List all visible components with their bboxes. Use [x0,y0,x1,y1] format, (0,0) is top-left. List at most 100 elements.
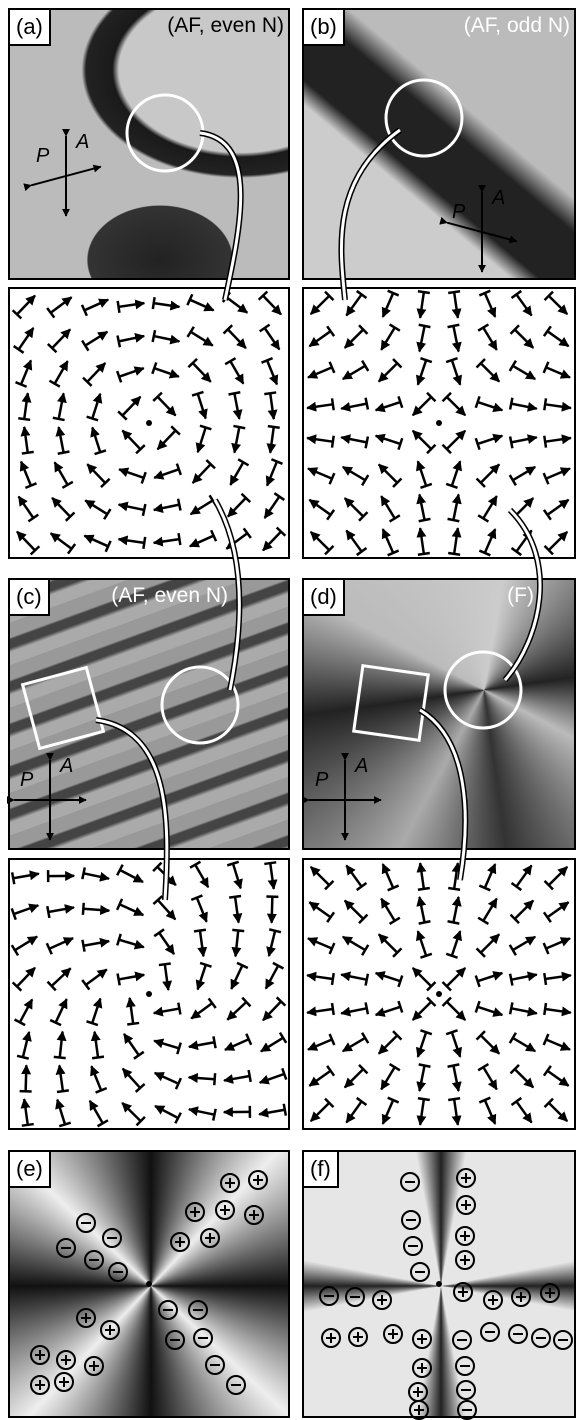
director-arrow [515,901,533,919]
director-arrow [198,427,206,452]
analyzer-label: A [354,755,368,777]
director-arrow [59,1065,63,1091]
director-arrow [309,500,330,515]
director-arrow [259,1110,285,1115]
director-bar [22,1124,34,1126]
director-arrow [453,897,458,922]
center-dot [436,991,442,997]
director-bar [448,921,460,923]
director-bar [178,1003,180,1015]
director-bar [54,1057,66,1058]
director-bar [544,973,546,985]
director-arrow [343,366,365,379]
director-bar [153,330,155,342]
director-arrow [189,1042,215,1047]
director-bar [544,1003,546,1015]
director-bar [357,548,367,555]
director-arrow [57,1100,65,1125]
director-bar [510,1002,512,1014]
director-bar [512,1098,522,1105]
director-arrow [307,1009,333,1013]
director-arrow [454,1099,458,1125]
director-arrow [231,965,242,989]
director-bar [448,291,460,293]
highlight-circle [445,652,521,728]
director-arrow [122,430,140,449]
overlay: PAPAPAPA [0,0,576,1420]
director-arrow [83,941,109,946]
director-bar [512,291,522,298]
director-bar [510,437,512,449]
director-bar [512,548,522,555]
figure: (a) (AF, even N) (b) (AF, odd N) (c) (AF… [0,0,576,1420]
director-bar [59,1123,70,1127]
director-arrow [119,469,144,478]
director-bar [22,452,34,454]
director-arrow [21,360,31,384]
director-bar [512,883,522,890]
director-arrow [481,1035,499,1053]
director-arrow [376,1007,401,1015]
director-arrow [269,931,275,956]
director-arrow [511,975,537,980]
director-arrow [515,330,533,348]
director-arrow [48,907,74,912]
director-arrow [85,332,107,346]
director-arrow [309,331,330,346]
director-arrow [26,1065,27,1091]
director-bar [357,883,367,890]
director-bar [268,426,280,428]
director-bar [544,1066,551,1076]
director-arrow [452,1032,460,1057]
director-arrow [84,873,109,878]
director-arrow [155,1073,179,1084]
director-bar [194,930,206,932]
director-arrow [511,404,537,409]
director-arrow [191,500,213,514]
director-arrow [307,438,333,442]
director-arrow [549,296,567,314]
director-arrow [483,899,496,921]
director-arrow [159,933,174,954]
director-arrow [55,462,68,485]
director-arrow [52,968,71,986]
director-bar [418,1098,430,1100]
director-bar [418,888,430,890]
director-arrow [233,864,241,889]
director-arrow [267,462,277,486]
director-arrow [413,1002,431,1020]
director-bar [118,974,120,986]
director-arrow [513,366,535,379]
polarizer-label: P [315,769,329,791]
director-arrow [158,397,176,416]
director-arrow [154,303,180,307]
director-bar [143,504,145,516]
director-arrow [346,865,361,886]
director-arrow [546,1039,570,1049]
director-bar [95,450,106,454]
director-arrow [379,1035,397,1053]
director-arrow [55,361,68,384]
director-bar [448,1064,460,1066]
director-arrow [420,1099,424,1125]
director-arrow [341,975,367,980]
director-arrow [17,296,35,315]
director-arrow [308,1039,332,1049]
director-arrow [235,897,239,923]
director-arrow [190,536,214,547]
director-arrow [165,964,169,990]
director-arrow [130,998,134,1024]
director-bar [14,346,24,353]
director-arrow [513,937,535,950]
polarizer-label: P [20,769,34,791]
director-arrow [546,367,570,377]
director-arrow [345,901,363,919]
director-arrow [547,902,568,917]
director-arrow [92,427,100,452]
director-arrow [154,469,179,478]
director-bar [264,862,276,864]
director-arrow [413,431,431,449]
director-bar [213,1109,215,1121]
director-arrow [447,1002,465,1020]
director-bar [544,912,551,922]
